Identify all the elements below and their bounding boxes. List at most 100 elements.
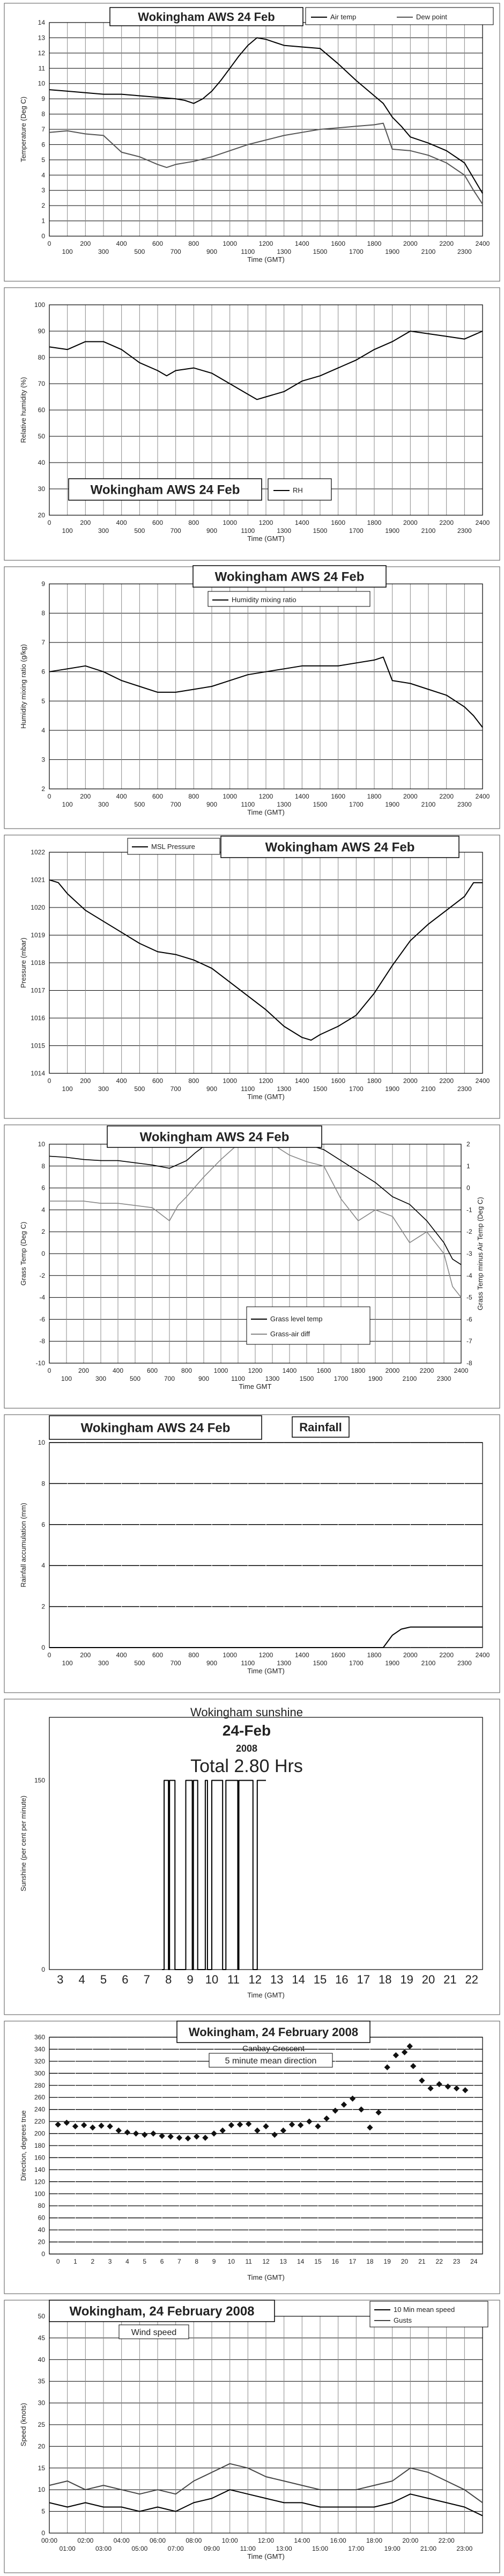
series-line-gusts (49, 2463, 483, 2504)
x-tick-label: 900 (206, 527, 217, 535)
y-right-tick-label: 1 (466, 1162, 470, 1170)
chart-title: Wokingham AWS 24 Feb (138, 10, 275, 24)
y-tick-label: 50 (38, 2312, 46, 2320)
x-tick-label: 1700 (349, 1659, 364, 1667)
x-tick-label: 1800 (367, 240, 382, 247)
legend-box (207, 591, 370, 607)
x-tick-label: 600 (147, 1367, 158, 1374)
x-tick-label: 18 (379, 1973, 391, 1986)
y-tick-label: 0 (41, 2250, 45, 2258)
y-tick-label: 50 (38, 433, 46, 440)
panel-pressure: 1014 1015 1016 1017 1018 1019 1020 1021 1022 0 200… (0, 832, 504, 1122)
x-tick-label: 0 (48, 1651, 51, 1659)
y-tick-label: 30 (38, 2399, 46, 2407)
chart-title: Wokingham AWS 24 Feb (215, 570, 365, 584)
x-tick-label: 300 (98, 1659, 109, 1667)
x-tick-label: 1800 (367, 1077, 382, 1085)
y-right-tick-label: -6 (466, 1315, 472, 1323)
y-tick-label: 45 (38, 2334, 46, 2341)
x-tick-label: 20 (401, 2258, 409, 2265)
x-tick-label: 1300 (277, 1085, 291, 1093)
x-tick-label: 1800 (367, 1651, 382, 1659)
direction-point (202, 2134, 209, 2141)
y-tick-label: 6 (41, 141, 45, 148)
chart-subtitle: Canbay Crescent (242, 2044, 305, 2053)
plot-area (49, 1717, 483, 1970)
x-tick-label: 900 (198, 1375, 209, 1382)
x-tick-label: 13 (280, 2258, 287, 2265)
y-tick-label: 4 (41, 727, 45, 734)
y-axis-label: Grass Temp (Deg C) (19, 1222, 27, 1286)
x-tick-label: 14:00 (294, 2537, 310, 2544)
x-tick-label: 600 (152, 793, 163, 800)
y-tick-label: 6 (41, 668, 45, 676)
x-tick-label: 2300 (457, 1085, 472, 1093)
x-tick-label: 800 (181, 1367, 192, 1374)
chart-subtitle: 24-Feb (223, 1722, 271, 1739)
x-tick-label: 500 (134, 801, 145, 808)
x-tick-label: 1500 (313, 1085, 328, 1093)
x-tick-label: 1400 (295, 240, 309, 247)
x-tick-label: 2000 (403, 519, 418, 526)
direction-point (453, 2085, 460, 2092)
y-tick-label: 0 (41, 1966, 45, 1973)
x-tick-label: 7 (144, 1973, 150, 1986)
x-axis-label: Time (GMT) (247, 2273, 285, 2281)
x-tick-label: 3 (108, 2258, 112, 2265)
y-tick-label: 60 (38, 2214, 46, 2222)
y-tick-label: 70 (38, 380, 46, 387)
direction-point (55, 2121, 61, 2128)
x-tick-label: 1 (73, 2258, 77, 2265)
x-tick-label: 1100 (241, 801, 255, 808)
x-axis-label: Time (GMT) (247, 1093, 285, 1101)
y-tick-label: 4 (41, 171, 45, 179)
y-tick-label: 25 (38, 2421, 46, 2428)
x-tick-label: 1600 (331, 1651, 345, 1659)
plot-area (49, 304, 483, 516)
x-axis-label: Time (GMT) (247, 1667, 285, 1675)
x-tick-label: 07:00 (168, 2545, 184, 2552)
y-tick-label: 13 (38, 34, 46, 41)
x-tick-label: 2300 (457, 1659, 472, 1667)
x-tick-label: 1200 (259, 1077, 273, 1085)
y-tick-label: 0 (41, 1250, 45, 1257)
y-tick-label: 150 (34, 1777, 45, 1784)
direction-point (375, 2109, 382, 2116)
series-line-dew-point (49, 122, 483, 204)
y-tick-label: 8 (41, 610, 45, 617)
direction-point (107, 2123, 113, 2129)
x-tick-label: 100 (62, 248, 73, 255)
x-tick-label: 6 (160, 2258, 164, 2265)
chart-frame (4, 1124, 500, 1409)
y-tick-label: 60 (38, 406, 46, 414)
x-tick-label: 1600 (331, 519, 345, 526)
sunshine-chart: 0 150 3 4 5 6 7 8 9 10 11 12 13 14 15 16 17 18 19 20 21 22 Tim… (4, 1699, 500, 2015)
x-tick-label: 05:00 (131, 2545, 147, 2552)
x-tick-label: 1400 (295, 1651, 309, 1659)
x-tick-label: 22:00 (439, 2537, 455, 2544)
y-tick-label: 12 (38, 49, 46, 57)
y-tick-label: 7 (41, 126, 45, 133)
x-tick-label: 100 (62, 527, 73, 535)
x-tick-label: 21 (418, 2258, 426, 2265)
direction-point (315, 2123, 321, 2129)
y-right-tick-label: -7 (466, 1337, 472, 1345)
direction-point (211, 2130, 217, 2137)
legend-box (268, 478, 332, 501)
y-tick-label: 2 (41, 202, 45, 209)
legend-rainfall: Rainfall (299, 1421, 342, 1434)
x-tick-label: 2000 (403, 793, 418, 800)
y-right-tick-label: -3 (466, 1250, 472, 1257)
x-tick-label: 1000 (223, 1077, 237, 1085)
x-tick-label: 1700 (349, 527, 364, 535)
y-tick-label: 2 (41, 785, 45, 793)
x-tick-label: 1300 (277, 248, 291, 255)
x-tick-label: 9 (212, 2258, 216, 2265)
x-axis-label: Time (GMT) (247, 808, 285, 816)
x-tick-label: 13 (270, 1973, 283, 1986)
y-tick-label: 8 (41, 1162, 45, 1170)
direction-point (444, 2083, 451, 2090)
x-tick-label: 0 (48, 1367, 51, 1374)
x-axis-label: Time (GMT) (247, 535, 285, 543)
x-tick-label: 22 (436, 2258, 443, 2265)
